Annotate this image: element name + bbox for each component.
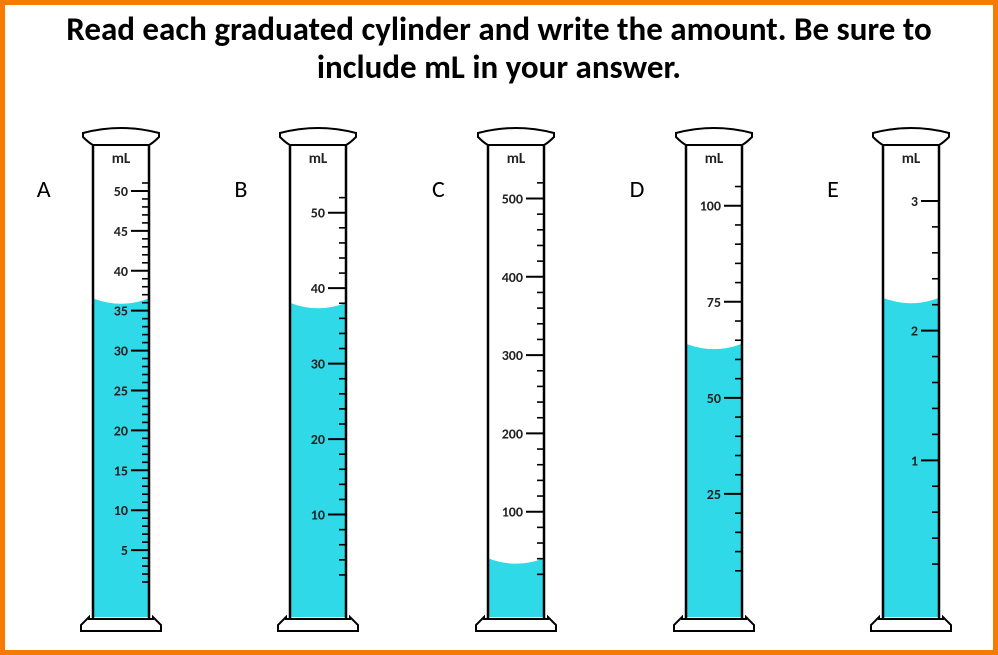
unit-label: mL [704, 150, 723, 168]
worksheet-frame: Read each graduated cylinder and write t… [0, 0, 998, 655]
instruction-text: Read each graduated cylinder and write t… [5, 5, 993, 87]
tick-label: 100 [502, 504, 523, 521]
tick-label: 3 [911, 193, 918, 210]
cylinder: DmL 25 50 75 100 [630, 125, 764, 635]
cylinder-letter: E [827, 175, 861, 204]
tick-label: 40 [114, 263, 128, 280]
tick-label: 50 [311, 205, 325, 222]
tick-label: 50 [706, 390, 720, 407]
cylinder: EmL 1 2 3 [827, 125, 961, 635]
tick-label: 25 [114, 382, 128, 399]
cylinder: BmL 10 20 30 40 50 [234, 125, 368, 635]
cylinder-letter: C [432, 175, 466, 204]
tick-label: 300 [502, 347, 523, 364]
tick-label: 10 [311, 507, 325, 524]
unit-label: mL [112, 150, 131, 168]
cylinder-graphic: mL 100 200 300 400 500 [466, 125, 566, 635]
tick-label: 45 [114, 223, 128, 240]
tick-label: 75 [706, 294, 720, 311]
tick-label: 35 [114, 303, 128, 320]
cylinder-letter: B [234, 175, 268, 204]
cylinder-letter: D [630, 175, 664, 204]
unit-label: mL [309, 150, 328, 168]
cylinder: AmL 5 10 15 20 25 30 35 40 45 50 [37, 125, 171, 635]
unit-label: mL [902, 150, 921, 168]
tick-label: 5 [121, 542, 128, 559]
cylinder-letter: A [37, 175, 71, 204]
cylinder-graphic: mL 1 2 3 [861, 125, 961, 635]
cylinder-graphic: mL 10 20 30 40 50 [268, 125, 368, 635]
tick-label: 20 [114, 422, 128, 439]
tick-label: 400 [502, 269, 523, 286]
tick-label: 10 [114, 502, 128, 519]
tick-label: 40 [311, 280, 325, 297]
tick-label: 20 [311, 431, 325, 448]
cylinder-graphic: mL 5 10 15 20 25 30 35 40 45 50 [71, 125, 171, 635]
tick-label: 25 [706, 486, 720, 503]
tick-label: 500 [502, 190, 523, 207]
tick-label: 2 [911, 323, 918, 340]
tick-label: 30 [311, 356, 325, 373]
tick-label: 100 [699, 198, 720, 215]
tick-label: 30 [114, 343, 128, 360]
cylinders-row: AmL 5 10 15 20 25 30 35 40 45 50 BmL 10 20 30 40 50 CmL 10… [5, 125, 993, 640]
tick-label: 50 [114, 183, 128, 200]
cylinder: CmL 100 200 300 400 500 [432, 125, 566, 635]
tick-label: 200 [502, 425, 523, 442]
tick-label: 15 [114, 462, 128, 479]
tick-label: 1 [911, 452, 918, 469]
cylinder-graphic: mL 25 50 75 100 [664, 125, 764, 635]
unit-label: mL [507, 150, 526, 168]
